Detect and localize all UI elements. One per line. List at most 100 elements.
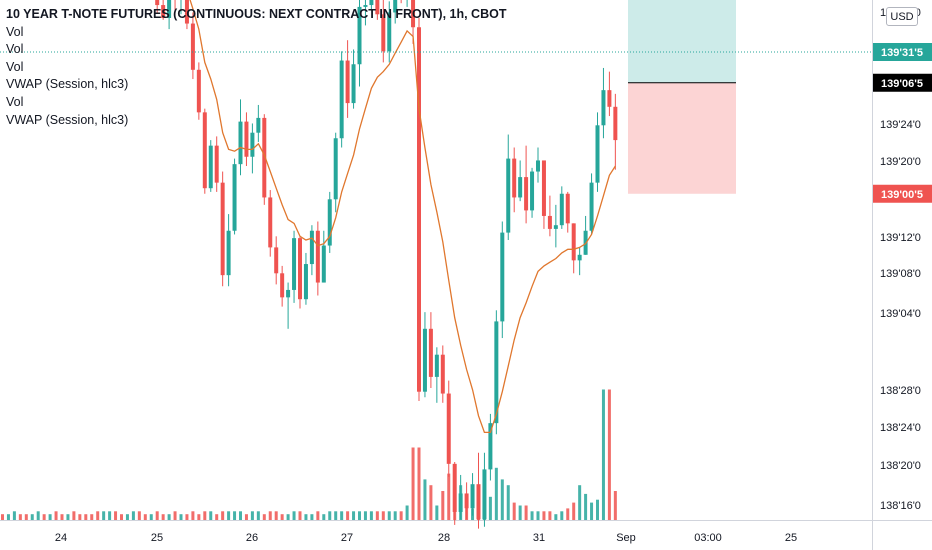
candle[interactable]: [417, 18, 421, 401]
candle[interactable]: [387, 1, 392, 63]
indicator-legend-vol-1[interactable]: Vol: [6, 24, 24, 39]
indicator-legend-vwap-1[interactable]: VWAP (Session, hlc3): [6, 77, 129, 92]
candle[interactable]: [339, 51, 344, 148]
candle[interactable]: [536, 147, 540, 183]
candle[interactable]: [613, 93, 618, 170]
candle[interactable]: [286, 282, 291, 329]
candle[interactable]: [298, 236, 302, 309]
volume-bar: [72, 511, 76, 520]
candle[interactable]: [464, 482, 469, 520]
volume-bar: [601, 389, 605, 520]
candle[interactable]: [589, 173, 594, 235]
candle[interactable]: [238, 99, 243, 176]
candle[interactable]: [411, 0, 416, 44]
candle[interactable]: [440, 345, 445, 403]
candle[interactable]: [559, 186, 564, 229]
candle[interactable]: [190, 12, 195, 80]
candle[interactable]: [315, 221, 320, 296]
candle[interactable]: [506, 134, 511, 240]
candle[interactable]: [470, 473, 475, 516]
candle[interactable]: [458, 474, 463, 520]
candle[interactable]: [375, 0, 380, 20]
candle[interactable]: [226, 214, 231, 287]
indicator-legend-vol-4[interactable]: Vol: [6, 94, 24, 109]
candle[interactable]: [179, 0, 183, 15]
candle[interactable]: [393, 0, 398, 24]
candle[interactable]: [405, 0, 409, 7]
candle[interactable]: [321, 230, 326, 283]
candle[interactable]: [167, 0, 172, 30]
candle[interactable]: [524, 145, 529, 224]
candle[interactable]: [256, 104, 261, 142]
profit-zone[interactable]: [628, 0, 736, 83]
svg-text:139'00'5: 139'00'5: [881, 189, 923, 201]
candle[interactable]: [476, 452, 481, 529]
indicator-legend-vwap-2[interactable]: VWAP (Session, hlc3): [6, 112, 129, 127]
volume-bar: [149, 514, 153, 520]
candle[interactable]: [488, 413, 493, 481]
candle[interactable]: [196, 62, 201, 120]
candle[interactable]: [530, 167, 535, 218]
candle[interactable]: [214, 136, 219, 192]
y-tick-label: 139'12'0: [880, 232, 921, 244]
candle[interactable]: [601, 67, 606, 139]
candle[interactable]: [553, 204, 558, 248]
candle[interactable]: [595, 112, 600, 192]
candle[interactable]: [262, 114, 267, 205]
candle[interactable]: [292, 230, 297, 303]
candle[interactable]: [500, 221, 505, 339]
candle[interactable]: [357, 0, 362, 87]
indicator-legend-vol-3[interactable]: Vol: [6, 59, 24, 74]
candle[interactable]: [250, 123, 255, 174]
candle[interactable]: [452, 462, 457, 525]
candle[interactable]: [482, 452, 487, 527]
candle[interactable]: [155, 0, 160, 13]
volume-bar: [137, 511, 141, 520]
volume-bar: [542, 511, 546, 520]
candle[interactable]: [434, 347, 439, 403]
y-tick-label: 138'24'0: [880, 422, 921, 434]
candle[interactable]: [327, 191, 332, 253]
candle[interactable]: [369, 0, 374, 11]
candle[interactable]: [232, 158, 237, 235]
candle[interactable]: [518, 160, 523, 202]
volume-bar: [173, 511, 177, 520]
candle[interactable]: [268, 190, 273, 257]
candle[interactable]: [244, 112, 249, 166]
indicator-legend-vol-2[interactable]: Vol: [6, 42, 24, 57]
candle[interactable]: [363, 0, 368, 26]
candle[interactable]: [220, 171, 225, 287]
candle[interactable]: [345, 40, 350, 118]
candle[interactable]: [274, 236, 279, 285]
candle[interactable]: [173, 0, 177, 17]
x-tick-label: 26: [246, 532, 258, 544]
candle[interactable]: [303, 252, 308, 305]
candle[interactable]: [208, 140, 213, 192]
candle[interactable]: [541, 160, 546, 229]
candle[interactable]: [607, 71, 612, 117]
x-tick-label: 25: [785, 532, 797, 544]
candle[interactable]: [577, 247, 582, 276]
candle[interactable]: [184, 0, 189, 30]
volume-bar: [48, 514, 52, 520]
currency-button[interactable]: USD: [886, 7, 918, 26]
candle[interactable]: [280, 265, 285, 307]
candle[interactable]: [565, 191, 570, 233]
candle[interactable]: [161, 0, 166, 20]
candle[interactable]: [381, 0, 386, 63]
volume-bar: [280, 514, 284, 520]
candle[interactable]: [428, 312, 433, 388]
candle[interactable]: [446, 380, 451, 477]
candle[interactable]: [422, 312, 427, 398]
volume-bar: [197, 514, 201, 520]
candle[interactable]: [571, 223, 576, 274]
candle[interactable]: [547, 195, 552, 237]
candle[interactable]: [202, 108, 207, 194]
candle[interactable]: [351, 49, 356, 109]
volume-bar: [221, 511, 225, 520]
candle[interactable]: [309, 225, 314, 276]
candle[interactable]: [333, 132, 338, 213]
loss-zone[interactable]: [628, 82, 736, 194]
candle[interactable]: [512, 147, 517, 213]
